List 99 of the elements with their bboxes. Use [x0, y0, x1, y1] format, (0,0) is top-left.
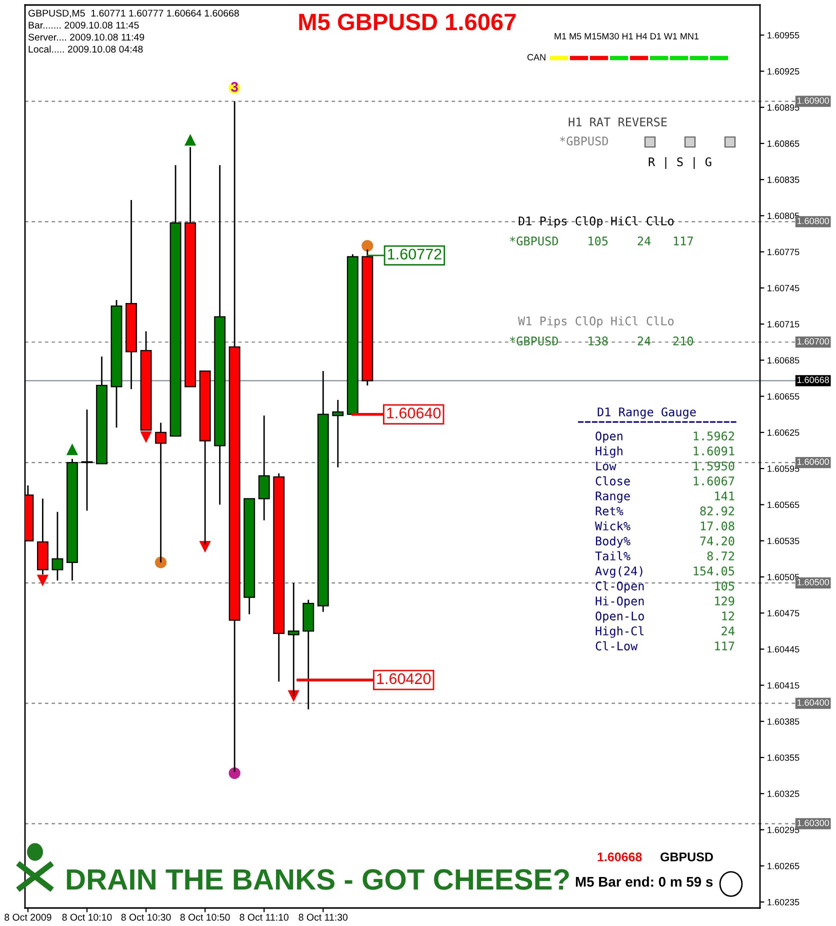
annotation: Hi-Open: [596, 596, 644, 608]
y-tick-label: 1.60445: [768, 646, 800, 652]
annotation: DRAIN THE BANKS - GOT CHEESE?: [66, 869, 569, 890]
y-tick-label: 1.60685: [768, 357, 800, 364]
annotation: Body%: [596, 536, 630, 548]
annotation: 154.05: [694, 566, 734, 576]
y-tick-label: 1.60325: [768, 790, 800, 797]
annotation: Close: [596, 476, 630, 486]
ref-line-label: 1.60500: [797, 578, 830, 586]
annotation: 74.20: [700, 536, 734, 546]
annotation: 82.92: [700, 506, 734, 516]
annotation: Avg(24): [595, 566, 642, 578]
annotation: 105: [715, 582, 734, 590]
annotation: Open-Lo: [596, 612, 644, 623]
candlestick: [52, 511, 64, 582]
annotation: 1.5962: [694, 432, 734, 440]
y-tick-label: 1.60625: [768, 429, 800, 436]
annotation: 129: [715, 596, 734, 606]
point: [362, 240, 374, 252]
y-tick-label: 1.60745: [768, 284, 800, 292]
annotation: W1 Pips ClOp HiCl ClLo: [518, 316, 674, 328]
y-tick-label: 1.60565: [768, 502, 800, 508]
ref-line-label: 1.60800: [797, 218, 830, 224]
y-tick-label: 1.60385: [768, 718, 800, 725]
annotation: M5 Bar end: 0 m 59 s: [576, 876, 713, 887]
y-tick-label: 1.60415: [768, 682, 800, 689]
point: [36, 574, 49, 586]
annotation: Cl-Low: [596, 641, 638, 650]
ref-line-label: 1.60668: [797, 376, 829, 384]
ref-line-label: 1.60300: [797, 820, 830, 826]
y-tick-label: 1.60955: [768, 32, 800, 38]
ref-line-label: 1.60400: [797, 699, 830, 706]
annotation: Range: [596, 492, 630, 503]
annotation: Wick%: [595, 521, 630, 530]
annotation: D1 Pips ClOp HiCl ClLo: [518, 216, 674, 228]
chart-title: M5 GBPUSD 1.6067: [299, 14, 516, 30]
annotation: M1 M5 M15M30 H1 H4 D1 W1 MN1: [554, 33, 699, 40]
y-tick-label: 1.60265: [768, 862, 800, 870]
annotation: 1.60640: [387, 408, 441, 418]
annotation: Low: [596, 462, 616, 470]
annotation: 17.08: [700, 522, 734, 530]
annotation: 1.60772: [388, 248, 442, 260]
annotation: GBPUSD,M5 1.60771 1.60777 1.60664 1.60668: [28, 10, 239, 18]
x-tick-label: 8 Oct 11:10: [240, 914, 288, 921]
y-tick-label: 1.60475: [768, 610, 800, 616]
annotation: Ret%: [596, 506, 624, 516]
annotation: 24: [722, 626, 734, 636]
point: [199, 540, 211, 553]
point: [140, 431, 152, 444]
y-tick-label: 1.60925: [768, 68, 800, 75]
ref-line-label: 1.60900: [797, 97, 830, 104]
point: [184, 134, 196, 146]
annotation: 141: [715, 492, 734, 500]
y-tick-label: 1.60235: [768, 898, 800, 906]
ref-line-label: 1.60600: [797, 458, 830, 465]
y-tick-label: 1.60655: [768, 393, 800, 400]
annotation: 1.5950: [694, 462, 734, 470]
annotation: GBPUSD: [660, 852, 713, 862]
x-tick-label: 8 Oct 10:30: [121, 914, 171, 921]
annotation: 12: [722, 612, 734, 620]
candlestick: [81, 408, 93, 512]
x-tick-label: 8 Oct 2009: [4, 914, 52, 921]
annotation: 1.60668: [598, 852, 642, 862]
y-tick-label: 1.60535: [768, 538, 800, 544]
annotation: Cl-Open: [596, 581, 644, 593]
annotation: 3: [231, 82, 238, 92]
annotation: CAN: [527, 54, 546, 60]
ref-line-label: 1.60700: [797, 338, 830, 345]
x-tick-label: 8 Oct 11:30: [298, 914, 348, 921]
annotation: 1.6067: [694, 476, 734, 486]
annotation: 117: [715, 642, 734, 650]
annotation: 1.60420: [377, 673, 431, 684]
annotation: High-Cl: [596, 626, 644, 638]
y-tick-label: 1.60895: [768, 104, 800, 111]
candlestick: [258, 414, 270, 522]
annotation: H1 RAT REVERSE: [568, 118, 667, 126]
annotation: Local..... 2009.10.08 04:48: [28, 45, 143, 53]
annotation: *GBPUSD 138 24 210: [510, 336, 694, 346]
point: [66, 443, 78, 456]
annotation: Bar....... 2009.10.08 11:45: [28, 22, 139, 29]
x-tick-label: 8 Oct 10:50: [180, 914, 230, 921]
annotation: High: [596, 446, 622, 458]
annotation: *GBPUSD 105 24 117: [510, 236, 693, 246]
y-tick-label: 1.60355: [768, 754, 800, 761]
annotation: R | S | G: [648, 157, 712, 169]
annotation: 8.72: [707, 552, 734, 560]
point: [228, 767, 240, 779]
y-tick-label: 1.60715: [768, 321, 800, 328]
annotation: D1 Range Gauge: [598, 407, 696, 419]
y-tick-label: 1.60835: [768, 176, 800, 183]
annotation: 1.6091: [694, 446, 734, 456]
annotation: Open: [596, 432, 622, 443]
x-tick-label: 8 Oct 10:10: [62, 914, 112, 921]
annotation: *GBPUSD: [560, 136, 608, 146]
y-tick-label: 1.60865: [768, 140, 800, 147]
candlestick: [332, 399, 344, 468]
annotation: Server.... 2009.10.08 11:49: [28, 34, 144, 41]
annotation: Tail%: [595, 551, 630, 560]
y-tick-label: 1.60775: [768, 248, 800, 256]
